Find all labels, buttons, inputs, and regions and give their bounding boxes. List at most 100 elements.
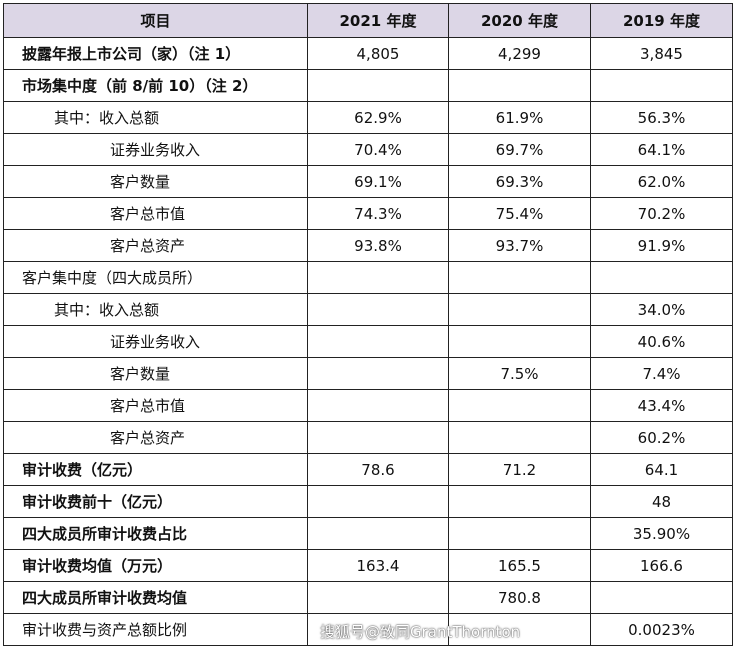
value-cell: 40.6% [590, 325, 733, 358]
table-row: 证券业务收入 70.4% 69.7% 64.1% [3, 133, 733, 166]
value-cell [448, 421, 591, 454]
value-cell [307, 421, 449, 454]
header-2019: 2019 年度 [590, 3, 733, 38]
table-row: 证券业务收入 40.6% [3, 325, 733, 358]
value-cell [307, 69, 449, 102]
value-cell [448, 69, 591, 102]
table-row: 客户总市值 74.3% 75.4% 70.2% [3, 197, 733, 230]
value-cell: 62.0% [590, 165, 733, 198]
watermark: 搜狐号@致同GrantThornton [320, 623, 521, 641]
value-cell: 4,805 [307, 37, 449, 70]
row-label: 其中：收入总额 [3, 293, 308, 326]
table-row: 客户总市值 43.4% [3, 389, 733, 422]
value-cell [448, 517, 591, 550]
value-cell [448, 485, 591, 518]
value-cell: 71.2 [448, 453, 591, 486]
value-cell [307, 517, 449, 550]
value-cell [590, 581, 733, 614]
table-row: 审计收费（亿元） 78.6 71.2 64.1 [3, 453, 733, 486]
table-row: 其中：收入总额 62.9% 61.9% 56.3% [3, 101, 733, 134]
value-cell [307, 261, 449, 294]
table-row: 披露年报上市公司（家）（注 1） 4,805 4,299 3,845 [3, 37, 733, 70]
value-cell: 166.6 [590, 549, 733, 582]
value-cell: 69.3% [448, 165, 591, 198]
row-label: 市场集中度（前 8/前 10）（注 2） [3, 69, 308, 102]
row-label: 客户集中度（四大成员所） [3, 261, 308, 294]
row-label: 客户总市值 [3, 197, 308, 230]
value-cell: 0.0023% [590, 613, 733, 646]
table-row: 四大成员所审计收费占比 35.90% [3, 517, 733, 550]
header-2021: 2021 年度 [307, 3, 449, 38]
value-cell: 7.5% [448, 357, 591, 390]
value-cell [448, 389, 591, 422]
header-item: 项目 [3, 3, 308, 38]
value-cell [307, 357, 449, 390]
value-cell: 780.8 [448, 581, 591, 614]
row-label: 披露年报上市公司（家）（注 1） [3, 37, 308, 70]
value-cell: 165.5 [448, 549, 591, 582]
row-label: 四大成员所审计收费占比 [3, 517, 308, 550]
table-row: 客户总资产 60.2% [3, 421, 733, 454]
value-cell: 35.90% [590, 517, 733, 550]
value-cell [590, 261, 733, 294]
value-cell: 61.9% [448, 101, 591, 134]
value-cell [448, 261, 591, 294]
value-cell: 70.2% [590, 197, 733, 230]
value-cell [307, 293, 449, 326]
table-row: 客户数量 69.1% 69.3% 62.0% [3, 165, 733, 198]
audit-statistics-table: 项目 2021 年度 2020 年度 2019 年度 披露年报上市公司（家）（注… [3, 3, 733, 646]
row-label: 客户总资产 [3, 229, 308, 262]
row-label: 客户数量 [3, 357, 308, 390]
table-row: 四大成员所审计收费均值 780.8 [3, 581, 733, 614]
value-cell: 93.8% [307, 229, 449, 262]
value-cell: 64.1 [590, 453, 733, 486]
value-cell [448, 613, 591, 646]
row-label: 审计收费前十（亿元） [3, 485, 308, 518]
value-cell [307, 485, 449, 518]
row-label: 证券业务收入 [3, 133, 308, 166]
value-cell: 60.2% [590, 421, 733, 454]
value-cell: 74.3% [307, 197, 449, 230]
value-cell: 7.4% [590, 357, 733, 390]
value-cell: 78.6 [307, 453, 449, 486]
value-cell: 91.9% [590, 229, 733, 262]
table-row: 审计收费均值（万元） 163.4 165.5 166.6 [3, 549, 733, 582]
row-label: 审计收费（亿元） [3, 453, 308, 486]
header-row: 项目 2021 年度 2020 年度 2019 年度 [3, 3, 733, 38]
value-cell: 93.7% [448, 229, 591, 262]
value-cell [307, 325, 449, 358]
value-cell: 4,299 [448, 37, 591, 70]
table-row: 客户总资产 93.8% 93.7% 91.9% [3, 229, 733, 262]
row-label: 其中：收入总额 [3, 101, 308, 134]
value-cell: 3,845 [590, 37, 733, 70]
value-cell: 62.9% [307, 101, 449, 134]
row-label: 证券业务收入 [3, 325, 308, 358]
value-cell: 56.3% [590, 101, 733, 134]
value-cell: 43.4% [590, 389, 733, 422]
table-row: 客户数量 7.5% 7.4% [3, 357, 733, 390]
table-row: 其中：收入总额 34.0% [3, 293, 733, 326]
value-cell: 69.1% [307, 165, 449, 198]
value-cell: 34.0% [590, 293, 733, 326]
row-label: 审计收费均值（万元） [3, 549, 308, 582]
value-cell [307, 613, 449, 646]
row-label: 客户数量 [3, 165, 308, 198]
value-cell [590, 69, 733, 102]
value-cell [307, 581, 449, 614]
table-body: 披露年报上市公司（家）（注 1） 4,805 4,299 3,845 市场集中度（前 8… [3, 37, 733, 646]
row-label: 审计收费与资产总额比例 [3, 613, 308, 646]
value-cell [307, 389, 449, 422]
table-row: 审计收费前十（亿元） 48 [3, 485, 733, 518]
value-cell: 69.7% [448, 133, 591, 166]
value-cell [448, 293, 591, 326]
table-row: 市场集中度（前 8/前 10）（注 2） [3, 69, 733, 102]
row-label: 四大成员所审计收费均值 [3, 581, 308, 614]
row-label: 客户总市值 [3, 389, 308, 422]
table-row: 客户集中度（四大成员所） [3, 261, 733, 294]
table-row: 审计收费与资产总额比例 0.0023% [3, 613, 733, 646]
value-cell: 64.1% [590, 133, 733, 166]
value-cell [448, 325, 591, 358]
value-cell: 48 [590, 485, 733, 518]
row-label: 客户总资产 [3, 421, 308, 454]
value-cell: 75.4% [448, 197, 591, 230]
